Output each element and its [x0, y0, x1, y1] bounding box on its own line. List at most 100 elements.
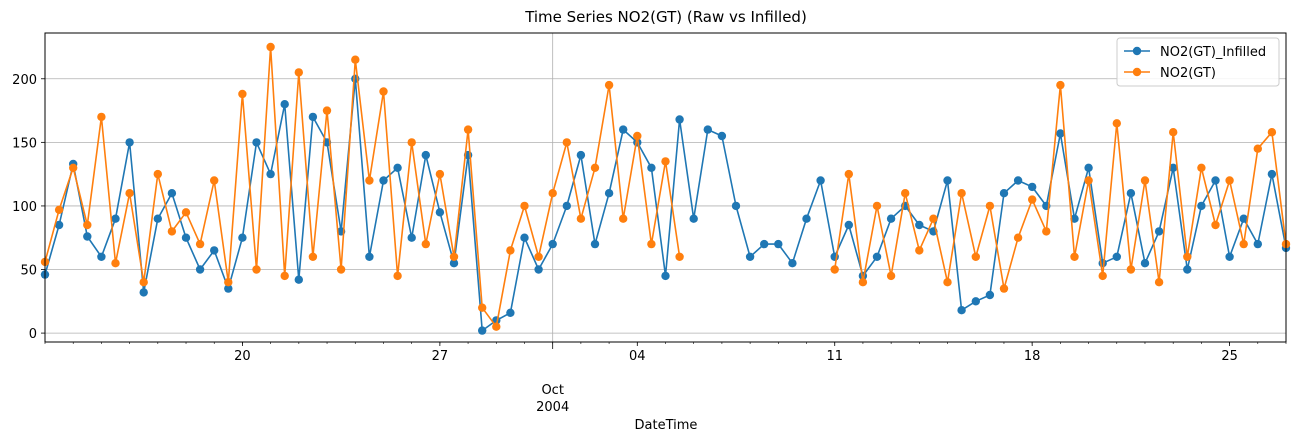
- data-point: [929, 214, 938, 223]
- data-point: [252, 138, 261, 147]
- data-point: [280, 100, 289, 109]
- data-point: [379, 87, 388, 96]
- data-point: [1253, 239, 1263, 249]
- data-point: [365, 176, 374, 185]
- data-point: [1126, 265, 1136, 274]
- data-point: [943, 176, 952, 185]
- data-point: [407, 233, 416, 242]
- data-point: [1140, 259, 1150, 268]
- data-point: [844, 220, 853, 230]
- data-point: [604, 80, 614, 90]
- data-point: [393, 163, 402, 172]
- grid-lines: [45, 33, 1286, 342]
- x-tick-label: 18: [1024, 349, 1041, 364]
- data-point: [435, 169, 445, 179]
- data-point: [957, 306, 966, 315]
- series-2: [40, 42, 1291, 331]
- data-point: [449, 252, 459, 261]
- data-point: [647, 163, 656, 172]
- data-point: [858, 278, 868, 287]
- data-point: [167, 189, 177, 198]
- data-point: [1211, 176, 1220, 185]
- data-point: [238, 233, 247, 242]
- data-point: [139, 288, 148, 297]
- data-point: [971, 252, 980, 261]
- data-point: [421, 150, 430, 160]
- y-axis: 0 50 100 150 200: [12, 73, 45, 342]
- data-point: [1225, 252, 1234, 261]
- data-point: [393, 271, 402, 281]
- x-tick-label: 20: [234, 349, 251, 364]
- data-point: [69, 163, 78, 172]
- data-point: [125, 189, 134, 198]
- data-point: [421, 239, 430, 249]
- data-point: [1169, 128, 1178, 137]
- data-point: [1042, 227, 1051, 236]
- data-point: [210, 246, 219, 255]
- data-point: [1267, 128, 1277, 137]
- data-point: [506, 308, 515, 317]
- data-point: [562, 138, 571, 147]
- data-point: [1028, 195, 1037, 204]
- data-point: [478, 303, 487, 312]
- x-tick-label: 04: [629, 349, 646, 364]
- data-point: [1197, 163, 1206, 172]
- data-point: [943, 278, 952, 287]
- data-point: [661, 271, 670, 281]
- data-point: [365, 252, 374, 261]
- legend-box: [1116, 37, 1280, 87]
- y-tick-label: 0: [29, 327, 37, 342]
- y-tick-label: 150: [12, 136, 37, 151]
- data-point: [478, 326, 487, 335]
- data-point: [294, 68, 303, 77]
- data-point: [97, 252, 106, 261]
- data-point: [562, 201, 571, 211]
- legend-marker: [1132, 67, 1142, 77]
- data-point: [125, 138, 134, 147]
- data-point: [407, 138, 416, 147]
- data-point: [111, 259, 120, 268]
- data-point: [830, 265, 839, 274]
- data-point: [534, 265, 543, 274]
- data-point: [1253, 144, 1263, 153]
- chart-title: Time Series NO2(GT) (Raw vs Infilled): [524, 8, 807, 26]
- data-point: [915, 220, 924, 230]
- data-point: [1183, 252, 1192, 261]
- data-point: [985, 201, 995, 211]
- data-point: [957, 189, 966, 198]
- data-point: [1154, 278, 1164, 287]
- x-axis: 20 27 Oct 2004 04 11 18 25: [44, 342, 1287, 415]
- data-point: [1070, 214, 1079, 223]
- data-point: [619, 214, 628, 223]
- data-point: [548, 239, 557, 249]
- data-point: [167, 227, 177, 236]
- data-point: [901, 189, 910, 198]
- data-point: [379, 176, 388, 185]
- data-point: [266, 169, 275, 179]
- data-point: [1154, 227, 1164, 236]
- data-point: [1267, 169, 1277, 179]
- data-point: [1112, 119, 1122, 128]
- data-point: [322, 106, 332, 115]
- data-point: [872, 201, 882, 211]
- data-point: [1211, 220, 1220, 230]
- legend-label: NO2(GT): [1160, 66, 1216, 81]
- data-point: [548, 189, 557, 198]
- data-point: [619, 125, 628, 134]
- data-point: [181, 208, 191, 217]
- data-point: [633, 131, 642, 141]
- data-point: [576, 150, 586, 160]
- data-point: [1013, 233, 1023, 242]
- data-point: [1084, 163, 1093, 172]
- data-point: [999, 189, 1009, 198]
- data-point: [590, 239, 600, 249]
- data-point: [435, 208, 445, 217]
- data-point: [224, 284, 233, 293]
- data-point: [210, 176, 219, 185]
- plot-frame: [44, 32, 1287, 343]
- data-point: [534, 252, 543, 261]
- data-point: [83, 220, 92, 230]
- data-point: [238, 89, 247, 99]
- data-point: [886, 214, 896, 223]
- x-axis-label: DateTime: [635, 418, 698, 433]
